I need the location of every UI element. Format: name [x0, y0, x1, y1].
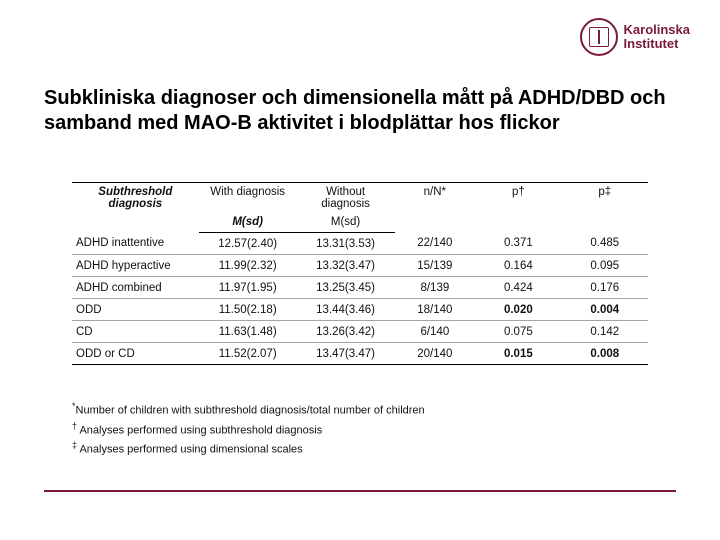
table-row: ADHD combined11.97(1.95)13.25(3.45)8/139… [72, 277, 648, 299]
th-p1: p† [475, 183, 561, 233]
cell-p2: 0.004 [562, 299, 648, 321]
brand-line1: Karolinska [624, 23, 690, 37]
cell-p2: 0.176 [562, 277, 648, 299]
cell-p2: 0.095 [562, 255, 648, 277]
footnote-1: *Number of children with subthreshold di… [72, 400, 425, 420]
cell-label: ODD or CD [72, 343, 199, 365]
cell-p1: 0.371 [475, 233, 561, 255]
cell-with: 11.63(1.48) [199, 321, 297, 343]
th-with-sub: M(sd) [199, 213, 297, 233]
cell-with: 11.97(1.95) [199, 277, 297, 299]
table-row: ODD11.50(2.18)13.44(3.46)18/1400.0200.00… [72, 299, 648, 321]
th-p2: p‡ [562, 183, 648, 233]
cell-without: 13.31(3.53) [297, 233, 395, 255]
cell-p1: 0.020 [475, 299, 561, 321]
cell-p2: 0.142 [562, 321, 648, 343]
data-table-wrap: Subthreshold diagnosis With diagnosis Wi… [72, 182, 648, 365]
cell-nN: 8/139 [395, 277, 476, 299]
cell-without: 13.26(3.42) [297, 321, 395, 343]
cell-without: 13.44(3.46) [297, 299, 395, 321]
brand-logo: Karolinska Institutet [580, 18, 690, 56]
cell-label: ODD [72, 299, 199, 321]
cell-with: 12.57(2.40) [199, 233, 297, 255]
cell-p1: 0.164 [475, 255, 561, 277]
cell-p1: 0.424 [475, 277, 561, 299]
cell-with: 11.52(2.07) [199, 343, 297, 365]
th-diagnosis: Subthreshold diagnosis [72, 183, 199, 233]
cell-label: CD [72, 321, 199, 343]
cell-without: 13.25(3.45) [297, 277, 395, 299]
cell-label: ADHD hyperactive [72, 255, 199, 277]
cell-label: ADHD combined [72, 277, 199, 299]
th-with: With diagnosis [199, 183, 297, 214]
cell-p1: 0.015 [475, 343, 561, 365]
table-row: CD11.63(1.48)13.26(3.42)6/1400.0750.142 [72, 321, 648, 343]
footnotes: *Number of children with subthreshold di… [72, 400, 425, 459]
cell-without: 13.47(3.47) [297, 343, 395, 365]
cell-nN: 22/140 [395, 233, 476, 255]
cell-with: 11.50(2.18) [199, 299, 297, 321]
cell-p1: 0.075 [475, 321, 561, 343]
th-without-sub: M(sd) [297, 213, 395, 233]
cell-nN: 6/140 [395, 321, 476, 343]
cell-label: ADHD inattentive [72, 233, 199, 255]
bottom-rule [44, 490, 676, 492]
brand-text: Karolinska Institutet [624, 23, 690, 50]
cell-nN: 15/139 [395, 255, 476, 277]
th-without: Without diagnosis [297, 183, 395, 214]
brand-line2: Institutet [624, 37, 690, 51]
table-body: ADHD inattentive12.57(2.40)13.31(3.53)22… [72, 233, 648, 365]
th-nN: n/N* [395, 183, 476, 233]
cell-with: 11.99(2.32) [199, 255, 297, 277]
table-row: ADHD hyperactive11.99(2.32)13.32(3.47)15… [72, 255, 648, 277]
seal-icon [580, 18, 618, 56]
cell-p2: 0.008 [562, 343, 648, 365]
cell-p2: 0.485 [562, 233, 648, 255]
cell-nN: 20/140 [395, 343, 476, 365]
data-table: Subthreshold diagnosis With diagnosis Wi… [72, 182, 648, 365]
footnote-2: † Analyses performed using subthreshold … [72, 420, 425, 440]
table-row: ADHD inattentive12.57(2.40)13.31(3.53)22… [72, 233, 648, 255]
table-row: ODD or CD11.52(2.07)13.47(3.47)20/1400.0… [72, 343, 648, 365]
footnote-3: ‡ Analyses performed using dimensional s… [72, 439, 425, 459]
cell-without: 13.32(3.47) [297, 255, 395, 277]
cell-nN: 18/140 [395, 299, 476, 321]
slide-title: Subkliniska diagnoser och dimensionella … [44, 86, 676, 136]
